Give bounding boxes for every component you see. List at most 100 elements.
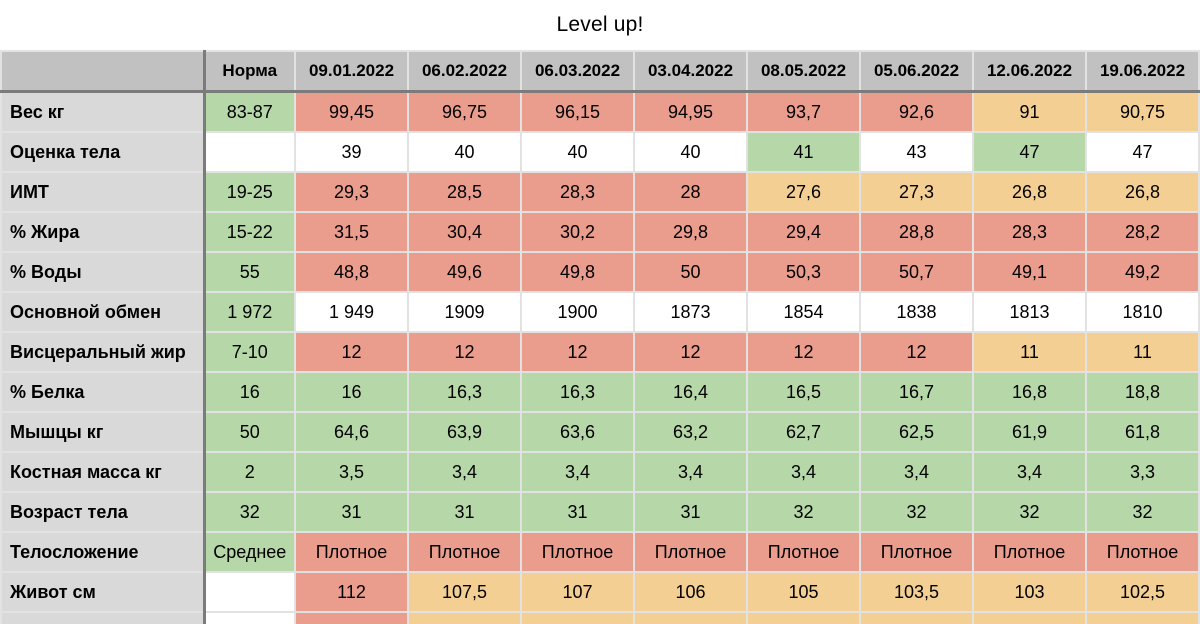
row-label: Мышцы кг [0, 411, 206, 453]
value-cell: 92,6 [859, 90, 974, 133]
value-cell: 30,4 [407, 211, 522, 253]
table-row: Мышцы кг 50 64,6 63,9 63,6 63,2 62,7 62,5 61,9 61… [0, 411, 1200, 453]
value-cell: 1900 [520, 291, 635, 333]
table-body: Вес кг 83-87 99,45 96,75 96,15 94,95 93,7 92,6 9… [0, 90, 1200, 624]
table-row: % Воды 55 48,8 49,6 49,8 50 50,3 50,7 49,1 49,2 [0, 251, 1200, 293]
column-header-date: 08.05.2022 [746, 50, 861, 93]
value-cell: 31 [294, 491, 409, 533]
value-cell: 32 [746, 491, 861, 533]
value-cell: 12 [520, 331, 635, 373]
page-title: Level up! [556, 13, 644, 36]
norm-cell: 1 972 [203, 291, 296, 333]
value-cell: 12 [294, 331, 409, 373]
value-cell: 16,7 [859, 371, 974, 413]
value-cell: 49,1 [972, 251, 1087, 293]
value-cell: 16,5 [746, 371, 861, 413]
table-row: Висцеральный жир 7-10 12 12 12 12 12 12 11 11 [0, 331, 1200, 373]
value-cell: 1813 [972, 291, 1087, 333]
value-cell: 3,4 [520, 451, 635, 493]
value-cell: 3,3 [1085, 451, 1200, 493]
row-label: Талия см [0, 611, 206, 624]
table-row: % Жира 15-22 31,5 30,4 30,2 29,8 29,4 28,8 28,3 2… [0, 211, 1200, 253]
value-cell: 94,95 [633, 90, 748, 133]
value-cell: 40 [520, 131, 635, 173]
value-cell: Плотное [746, 531, 861, 573]
value-cell: 3,4 [972, 451, 1087, 493]
value-cell: Плотное [859, 531, 974, 573]
value-cell: 31 [407, 491, 522, 533]
value-cell: 49,8 [520, 251, 635, 293]
value-cell: 48,8 [294, 251, 409, 293]
column-header-date: 06.02.2022 [407, 50, 522, 93]
column-header-norm: Норма [203, 50, 296, 93]
norm-cell: 50 [203, 411, 296, 453]
value-cell: 50 [633, 251, 748, 293]
value-cell: 91,5 [859, 611, 974, 624]
row-label: Телосложение [0, 531, 206, 573]
column-header-date: 06.03.2022 [520, 50, 635, 93]
value-cell: 31 [633, 491, 748, 533]
row-label: Основной обмен [0, 291, 206, 333]
table-row: Костная масса кг 2 3,5 3,4 3,4 3,4 3,4 3,4 3,4 3,… [0, 451, 1200, 493]
value-cell: 39 [294, 131, 409, 173]
value-cell: 49,6 [407, 251, 522, 293]
value-cell: 26,8 [972, 171, 1087, 213]
norm-cell: 7-10 [203, 331, 296, 373]
value-cell: 31 [520, 491, 635, 533]
value-cell: 1854 [746, 291, 861, 333]
value-cell: 96,15 [520, 90, 635, 133]
value-cell: 1 949 [294, 291, 409, 333]
value-cell: 3,4 [407, 451, 522, 493]
value-cell: 16,4 [633, 371, 748, 413]
value-cell: 28,8 [859, 211, 974, 253]
value-cell: 16 [294, 371, 409, 413]
row-label: Висцеральный жир [0, 331, 206, 373]
value-cell: 91 [1085, 611, 1200, 624]
column-header-date: 12.06.2022 [972, 50, 1087, 93]
value-cell: 40 [633, 131, 748, 173]
value-cell: 12 [407, 331, 522, 373]
column-header-date: 19.06.2022 [1085, 50, 1200, 93]
table-row: Основной обмен 1 972 1 949 1909 1900 1873 1854… [0, 291, 1200, 333]
value-cell: 16,8 [972, 371, 1087, 413]
norm-cell: 19-25 [203, 171, 296, 213]
value-cell: 107,5 [407, 571, 522, 613]
value-cell: 29,4 [746, 211, 861, 253]
norm-cell: 32 [203, 491, 296, 533]
value-cell: 96 [520, 611, 635, 624]
table-row: ИМТ 19-25 29,3 28,5 28,3 28 27,6 27,3 26,8 26,8 [0, 171, 1200, 213]
value-cell: 63,6 [520, 411, 635, 453]
value-cell: 105 [746, 571, 861, 613]
value-cell: 96,5 [407, 611, 522, 624]
norm-cell: 16 [203, 371, 296, 413]
value-cell: Плотное [520, 531, 635, 573]
value-cell: 43 [859, 131, 974, 173]
value-cell: 62,5 [859, 411, 974, 453]
value-cell: 3,4 [746, 451, 861, 493]
value-cell: Плотное [972, 531, 1087, 573]
value-cell: 50,7 [859, 251, 974, 293]
column-header-date: 05.06.2022 [859, 50, 974, 93]
value-cell: 102,5 [1085, 571, 1200, 613]
value-cell: 28,5 [407, 171, 522, 213]
norm-cell [203, 611, 296, 624]
value-cell: 90,75 [1085, 90, 1200, 133]
value-cell: 106 [633, 571, 748, 613]
column-header-date: 09.01.2022 [294, 50, 409, 93]
value-cell: 47 [972, 131, 1087, 173]
value-cell: 91,5 [972, 611, 1087, 624]
value-cell: 63,9 [407, 411, 522, 453]
table-row: Живот см 112 107,5 107 106 105 103,5 103 102,5 [0, 571, 1200, 613]
value-cell: Плотное [294, 531, 409, 573]
value-cell: 107 [520, 571, 635, 613]
row-label: Вес кг [0, 90, 206, 133]
value-cell: 11 [1085, 331, 1200, 373]
value-cell: 32 [1085, 491, 1200, 533]
norm-cell: 55 [203, 251, 296, 293]
value-cell: 3,5 [294, 451, 409, 493]
value-cell: 32 [972, 491, 1087, 533]
value-cell: Плотное [633, 531, 748, 573]
value-cell: 31,5 [294, 211, 409, 253]
value-cell: 112 [294, 571, 409, 613]
norm-cell [203, 571, 296, 613]
